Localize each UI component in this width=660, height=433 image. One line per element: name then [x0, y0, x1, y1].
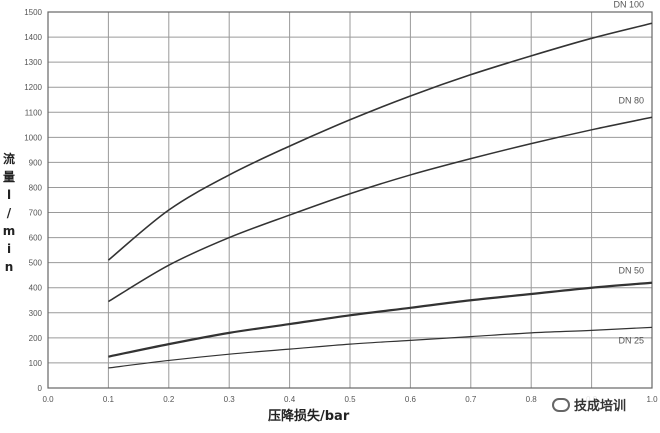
x-tick-label: 1.0 [646, 395, 658, 404]
series-labels: DN 100 DN 80 DN 50 DN 25 [613, 0, 644, 345]
watermark: 技成培训 [548, 393, 631, 416]
x-tick-label: 0.5 [344, 395, 356, 404]
x-tick-label: 0.3 [224, 395, 236, 404]
series-line-dn50 [108, 281, 653, 358]
series-label: DN 80 [618, 95, 644, 105]
y-tick-label: 200 [29, 334, 43, 343]
series-line-dn80 [108, 116, 653, 303]
y-axis-label-char: 流 [2, 152, 15, 166]
y-tick-label: 700 [29, 209, 43, 218]
x-tick-label: 0.1 [103, 395, 115, 404]
y-tick-label: 100 [29, 359, 43, 368]
x-tick-label: 0.7 [465, 395, 477, 404]
y-tick-label: 500 [29, 259, 43, 268]
y-tick-label: 1200 [24, 83, 42, 92]
y-axis-label-char: i [6, 242, 12, 256]
watermark-text: 技成培训 [574, 399, 627, 414]
y-tick-label: 400 [29, 284, 43, 293]
x-tick-label: 0.6 [405, 395, 417, 404]
series-label: DN 50 [618, 266, 644, 276]
y-axis-label-char: n [4, 260, 14, 274]
x-tick-label: 0.8 [526, 395, 538, 404]
y-tick-label: 1000 [24, 133, 42, 142]
y-tick-label: 600 [29, 234, 43, 243]
y-tick-labels: 0 100 200 300 400 500 600 700 800 900 1000 1100 1200… [24, 8, 42, 393]
plot-frame [47, 11, 653, 389]
x-axis-label: 压降损失/bar [268, 409, 350, 424]
wechat-icon [552, 397, 570, 412]
y-axis-label-char: / [6, 206, 12, 220]
y-axis-label: 流量 l / m i n [2, 150, 16, 276]
y-axis-label-char: m [2, 224, 16, 238]
y-axis-label-char: l [6, 188, 12, 202]
y-tick-label: 1300 [24, 58, 42, 67]
y-tick-label: 1400 [24, 33, 42, 42]
series-lines [107, 22, 653, 369]
x-tick-label: 0.2 [163, 395, 175, 404]
x-tick-label: 0.0 [42, 395, 54, 404]
y-tick-label: 1100 [25, 108, 43, 117]
y-axis-label-char: 量 [2, 170, 15, 184]
y-tick-label: 800 [29, 183, 43, 192]
y-tick-label: 0 [38, 384, 43, 393]
series-label: DN 25 [618, 335, 644, 345]
x-tick-label: 0.4 [284, 395, 296, 404]
series-line-dn100 [107, 22, 653, 261]
y-tick-label: 900 [29, 158, 43, 167]
series-label: DN 100 [613, 0, 644, 9]
grid [47, 11, 653, 389]
series-line-dn25 [108, 326, 653, 369]
y-tick-label: 300 [29, 309, 43, 318]
y-tick-label: 1500 [24, 8, 42, 17]
